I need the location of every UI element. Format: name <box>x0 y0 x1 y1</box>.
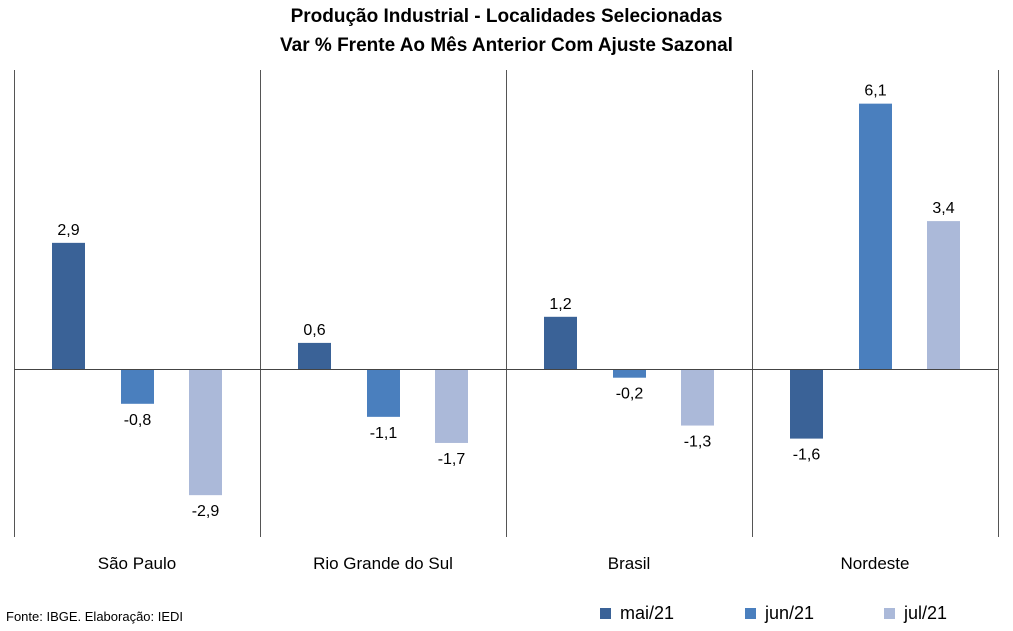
legend-item-mai-21: mai/21 <box>600 603 674 624</box>
bar <box>52 242 85 369</box>
category-label: Rio Grande do Sul <box>313 554 453 573</box>
bar <box>681 369 714 426</box>
bar <box>790 369 823 439</box>
bar <box>613 369 646 378</box>
data-label: 6,1 <box>864 83 886 100</box>
legend-label: jun/21 <box>765 603 815 623</box>
bar-chart: 2,9 0,6 1,2 -1,6 -0,8 -1,1 -0,2 6,1 -2,9 -1,7 -1,3… <box>14 70 999 573</box>
source-note: Fonte: IBGE. Elaboração: IEDI <box>6 609 184 624</box>
chart-title: Produção Industrial - Localidades Seleci… <box>290 6 723 27</box>
data-label: -1,7 <box>438 451 466 468</box>
legend-swatch <box>745 608 756 619</box>
bar <box>435 369 468 443</box>
legend-swatch <box>600 608 611 619</box>
data-label: -1,3 <box>684 434 712 451</box>
chart-subtitle: Var % Frente Ao Mês Anterior Com Ajuste … <box>280 35 733 56</box>
category-label: Brasil <box>608 554 651 573</box>
data-label: -0,2 <box>616 386 644 403</box>
category-label: São Paulo <box>98 554 176 573</box>
bar <box>298 342 331 369</box>
legend-label: mai/21 <box>620 603 675 623</box>
bar <box>544 316 577 369</box>
bar <box>367 369 400 417</box>
bar <box>121 369 154 404</box>
data-label: 0,6 <box>303 322 325 339</box>
bar <box>927 221 960 369</box>
legend-swatch <box>884 608 895 619</box>
category-label: Nordeste <box>841 554 910 573</box>
data-label: 3,4 <box>932 200 954 217</box>
data-label: -0,8 <box>124 412 152 429</box>
bar <box>859 103 892 370</box>
data-label: 2,9 <box>57 222 79 239</box>
bar <box>189 369 222 496</box>
data-label: -1,1 <box>370 425 398 442</box>
legend-item-jul-21: jul/21 <box>884 603 947 624</box>
data-label: 1,2 <box>549 296 571 313</box>
legend-item-jun-21: jun/21 <box>745 603 814 624</box>
data-label: -2,9 <box>192 503 220 520</box>
legend-label: jul/21 <box>904 603 948 623</box>
data-label: -1,6 <box>793 447 821 464</box>
